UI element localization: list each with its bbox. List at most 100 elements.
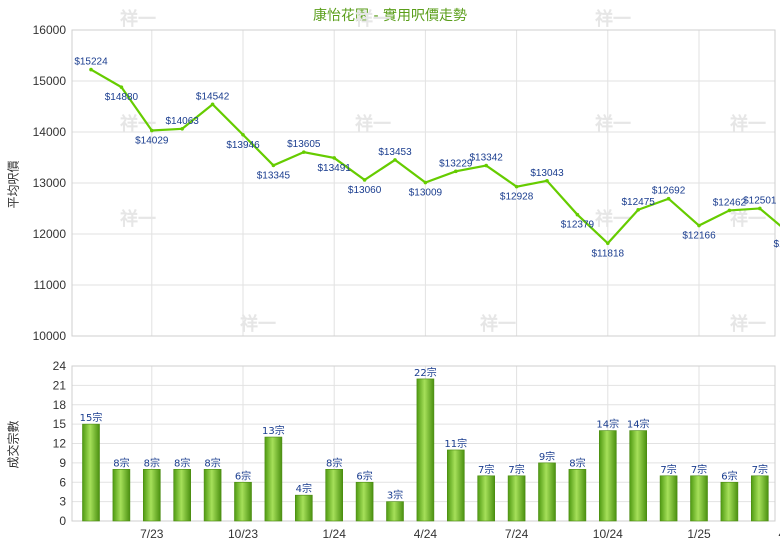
watermark: 祥一 — [240, 313, 276, 335]
volume-bar — [568, 469, 587, 522]
volume-tick-label: 12 — [53, 437, 67, 451]
price-point — [697, 223, 701, 228]
watermark: 祥一 — [730, 313, 766, 335]
price-tick-label: 11000 — [34, 278, 67, 292]
volume-data-label: 14宗 — [627, 418, 650, 431]
price-data-label: $13946 — [226, 140, 260, 151]
volume-tick-label: 0 — [59, 514, 66, 528]
price-point — [727, 208, 732, 213]
price-data-label: $13491 — [318, 163, 352, 174]
price-data-label: $12501 — [743, 195, 777, 206]
volume-tick-label: 21 — [53, 378, 67, 392]
price-point — [454, 169, 458, 174]
price-point — [150, 128, 154, 133]
month-tick-label: 1/25 — [687, 527, 711, 541]
price-tick-label: 12000 — [33, 227, 67, 241]
volume-data-label: 14宗 — [596, 418, 619, 431]
price-data-label: $11818 — [591, 248, 624, 259]
month-tick-label: 10/23 — [228, 527, 258, 541]
volume-data-label: 11宗 — [444, 437, 467, 450]
watermark: 祥一 — [730, 208, 766, 230]
volume-data-label: 7宗 — [752, 463, 768, 476]
price-data-label: $14880 — [105, 92, 139, 103]
volume-data-label: 6宗 — [721, 469, 737, 482]
price-point — [606, 241, 610, 246]
volume-bar — [507, 475, 526, 522]
volume-bar — [629, 430, 648, 522]
volume-bar — [82, 423, 100, 522]
price-plot-frame — [71, 29, 776, 337]
price-data-label: $12692 — [652, 186, 686, 197]
volume-bar — [446, 449, 465, 522]
volume-bar — [690, 475, 708, 522]
volume-bar — [598, 430, 617, 522]
volume-data-label: 7宗 — [691, 463, 707, 476]
price-point — [241, 132, 245, 137]
volume-data-label: 8宗 — [326, 456, 342, 469]
volume-bar — [143, 469, 161, 522]
volume-bar — [234, 481, 252, 522]
volume-data-label: 22宗 — [414, 366, 437, 379]
price-data-label: $12928 — [500, 192, 534, 203]
volume-bar — [386, 501, 404, 522]
month-tick-label: 1/24 — [323, 527, 347, 541]
volume-data-label: 8宗 — [204, 456, 220, 469]
price-data-label: $14029 — [135, 136, 169, 147]
chart-title: 康怡花園 - 實用呎價走勢 — [313, 8, 467, 24]
volume-tick-label: 18 — [53, 398, 67, 412]
price-point — [636, 207, 640, 212]
watermark: 祥一 — [730, 113, 766, 135]
volume-data-label: 13宗 — [262, 424, 285, 437]
volume-data-label: 7宗 — [660, 463, 676, 476]
volume-bar — [203, 469, 222, 522]
volume-bar — [538, 462, 556, 522]
price-data-label: $13345 — [257, 170, 291, 181]
volume-bar — [416, 378, 435, 522]
volume-data-label: 4宗 — [296, 482, 312, 495]
price-point — [484, 163, 489, 168]
volume-bar — [659, 475, 678, 522]
watermark: 祥一 — [355, 113, 391, 135]
price-data-label: $12166 — [682, 231, 716, 242]
price-data-label: $12379 — [561, 220, 595, 231]
volume-data-label: 7宗 — [478, 463, 494, 476]
price-data-label: $12462 — [713, 197, 747, 208]
month-tick-label: 4/25 — [779, 527, 780, 541]
volume-bar — [112, 469, 131, 522]
volume-data-label: 8宗 — [113, 456, 129, 469]
price-tick-label: 14000 — [33, 125, 67, 139]
watermark: 祥一 — [480, 313, 516, 335]
volume-bar — [355, 481, 374, 522]
volume-tick-label: 3 — [59, 495, 66, 509]
volume-bar — [173, 469, 191, 522]
month-tick-label: 4/24 — [414, 527, 438, 541]
watermark: 祥一 — [595, 113, 631, 135]
price-point — [514, 184, 519, 189]
volume-data-label: 3宗 — [387, 489, 403, 502]
price-data-label: $15224 — [74, 57, 108, 68]
volume-bar — [720, 481, 739, 522]
volume-bar — [264, 436, 283, 522]
month-tick-label: 7/24 — [505, 527, 529, 541]
watermark: 祥一 — [355, 8, 391, 30]
price-point — [271, 163, 276, 168]
volume-data-label: 6宗 — [235, 469, 251, 482]
price-point — [666, 196, 671, 201]
price-point — [89, 67, 93, 72]
volume-data-label: 15宗 — [80, 411, 103, 424]
watermark: 祥一 — [120, 8, 156, 30]
watermark: 祥一 — [120, 208, 156, 230]
volume-data-label: 8宗 — [144, 456, 160, 469]
price-data-label: $13009 — [409, 188, 443, 199]
price-data-label: $12475 — [622, 197, 656, 208]
price-point — [545, 179, 549, 183]
price-point — [423, 180, 428, 185]
volume-bar — [325, 469, 344, 522]
watermark: 祥一 — [595, 208, 631, 230]
volume-bar — [750, 475, 769, 522]
volume-data-label: 8宗 — [174, 456, 190, 469]
volume-tick-label: 15 — [53, 417, 67, 431]
price-data-label: $13043 — [530, 168, 564, 179]
